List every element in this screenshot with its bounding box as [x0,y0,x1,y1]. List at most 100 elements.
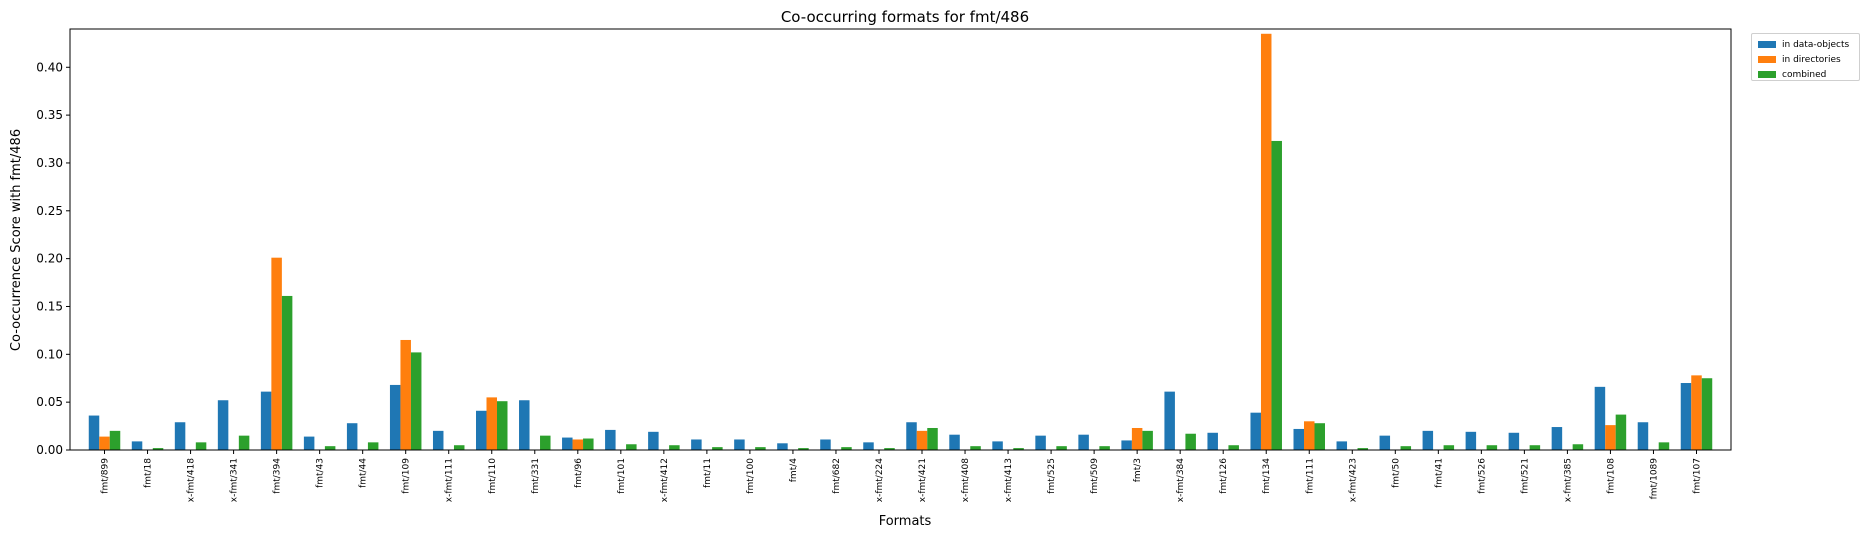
x-tick-label: fmt/110 [488,458,498,494]
chart-title: Co-occurring formats for fmt/486 [781,8,1029,26]
bar-fmt-3-series-2 [1142,430,1153,450]
bar-fmt-525-series-0 [1035,435,1046,450]
x-tick-label: x-fmt/384 [1176,458,1186,503]
bar-fmt-394-series-0 [260,391,272,450]
bar-fmt-1089-series-0 [1637,422,1649,450]
bar-fmt-3-series-0 [1121,440,1132,450]
bar-x-fmt-385-series-2 [1572,444,1584,450]
x-tick-label: fmt/126 [1219,458,1229,494]
x-tick-label: x-fmt/341 [230,458,240,502]
bar-fmt-18-series-0 [131,441,143,450]
bar-fmt-96-series-0 [562,437,573,450]
y-tick-label: 0.25 [36,204,63,218]
bar-fmt-126-series-2 [1228,445,1239,450]
x-tick-label: fmt/50 [1391,458,1401,488]
bar-fmt-521-series-0 [1508,432,1520,450]
bar-fmt-11-series-2 [712,447,723,450]
y-ticks-group: 0.00 0.05 0.10 0.15 0.20 0.25 0.30 0.35 0.40 [36,60,70,457]
bar-x-fmt-423-series-2 [1357,448,1369,450]
bar-fmt-111-series-2 [1314,423,1325,450]
x-tick-label: x-fmt/423 [1348,458,1358,502]
y-tick-label: 0.10 [36,347,63,361]
bar-fmt-101-series-0 [605,429,616,450]
bar-fmt-96-series-2 [583,438,594,450]
bar-x-fmt-418-series-0 [174,422,186,450]
bar-fmt-134-series-2 [1271,140,1282,450]
bar-fmt-100-series-2 [755,447,766,450]
bar-fmt-18-series-2 [152,448,164,450]
bar-fmt-44-series-0 [346,423,358,450]
x-tick-label: x-fmt/111 [445,458,455,502]
bar-fmt-108-series-2 [1615,414,1627,450]
bar-fmt-96-series-1 [572,439,584,450]
bar-x-fmt-413-series-2 [1013,448,1024,450]
bar-fmt-682-series-2 [841,447,852,450]
x-tick-label: x-fmt/408 [961,458,971,503]
bar-fmt-126-series-0 [1207,432,1218,450]
legend: in data-objects in directories combined [1751,33,1860,81]
bar-fmt-107-series-1 [1691,375,1702,450]
bar-fmt-50-series-0 [1379,435,1391,450]
bar-x-fmt-412-series-0 [648,431,659,450]
y-tick-label: 0.35 [36,108,63,122]
legend-swatch-combined [1758,71,1776,78]
bar-fmt-526-series-2 [1486,445,1498,450]
bar-fmt-41-series-0 [1422,430,1434,450]
bar-x-fmt-418-series-2 [195,442,207,450]
bar-fmt-109-series-1 [400,339,411,450]
x-tick-label: x-fmt/224 [875,458,885,503]
bar-fmt-43-series-2 [324,446,336,450]
legend-item-directories: in directories [1758,52,1859,67]
bar-x-fmt-408-series-0 [949,434,960,450]
x-tick-label: fmt/100 [746,458,756,494]
x-tick-label: fmt/521 [1520,458,1530,494]
bar-fmt-682-series-0 [820,439,831,450]
bar-fmt-108-series-0 [1594,386,1606,450]
bar-fmt-41-series-2 [1443,445,1455,450]
x-ticks-group: fmt/899 fmt/18 x-fmt/418 x-fmt/341 fmt/394 fm… [101,450,1702,503]
x-tick-label: fmt/134 [1262,458,1272,494]
bar-fmt-526-series-0 [1465,431,1477,450]
bar-fmt-109-series-0 [389,384,401,450]
y-tick-label: 0.15 [36,299,63,313]
bar-fmt-509-series-0 [1078,434,1089,450]
x-tick-label: fmt/44 [359,458,369,488]
bar-fmt-899-series-2 [109,430,121,450]
bar-x-fmt-224-series-0 [863,442,874,450]
bar-x-fmt-384-series-2 [1185,433,1196,450]
x-tick-label: fmt/11 [703,458,713,488]
legend-item-combined: combined [1758,67,1859,82]
bar-fmt-134-series-0 [1250,412,1261,450]
x-tick-label: fmt/394 [273,458,283,494]
x-tick-label: x-fmt/421 [918,458,928,502]
x-tick-label: fmt/899 [101,458,111,494]
bar-fmt-107-series-2 [1701,378,1713,450]
bar-fmt-111-series-1 [1304,421,1315,450]
bar-x-fmt-111-series-2 [453,445,465,450]
x-tick-label: fmt/101 [617,458,627,494]
bar-fmt-11-series-0 [691,439,702,450]
bar-fmt-4-series-2 [798,448,809,450]
x-tick-label: fmt/41 [1434,458,1444,488]
x-tick-label: x-fmt/418 [187,458,197,503]
bar-fmt-107-series-0 [1680,383,1692,450]
x-tick-label: fmt/525 [1047,458,1057,494]
bar-x-fmt-111-series-0 [432,430,444,450]
bars-group [88,33,1713,451]
legend-label-directories: in directories [1782,54,1841,65]
x-tick-label: fmt/18 [144,458,154,488]
y-tick-label: 0.40 [36,60,63,74]
x-tick-label: fmt/4 [789,458,799,482]
bar-fmt-43-series-0 [303,436,315,450]
x-tick-label: fmt/526 [1477,458,1487,494]
bar-fmt-1089-series-2 [1658,442,1670,450]
bar-x-fmt-341-series-0 [217,400,229,450]
bar-x-fmt-385-series-0 [1551,427,1563,450]
bar-x-fmt-384-series-0 [1164,391,1175,450]
y-tick-label: 0.30 [36,156,63,170]
bar-fmt-110-series-0 [476,410,487,450]
bar-x-fmt-413-series-0 [992,441,1003,450]
x-tick-label: fmt/96 [574,458,584,488]
x-tick-label: fmt/1089 [1649,458,1659,500]
